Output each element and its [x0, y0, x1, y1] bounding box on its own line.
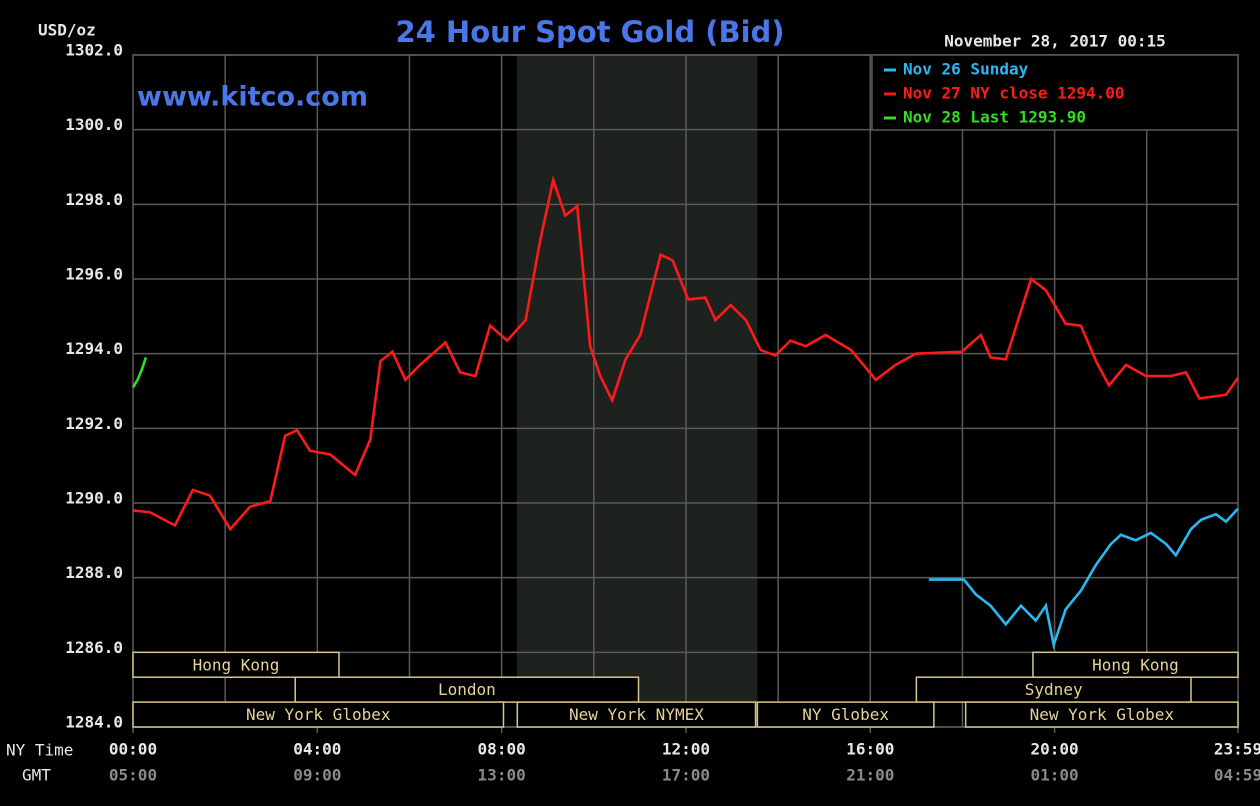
legend-entry: Nov 27 NY close 1294.00	[903, 84, 1125, 103]
x-tick-label: 08:00	[478, 740, 526, 759]
x2-tick-label: 09:00	[293, 766, 341, 785]
x2-tick-label: 05:00	[109, 766, 157, 785]
chart-title: 24 Hour Spot Gold (Bid)	[395, 15, 784, 49]
session-label: Hong Kong	[1092, 655, 1179, 674]
session-label: NY Globex	[802, 705, 889, 724]
x-tick-label: 04:00	[293, 740, 341, 759]
session-box	[132, 651, 340, 678]
session-box	[294, 676, 640, 703]
timestamp: November 28, 2017 00:15	[944, 32, 1166, 51]
legend-entry: Nov 28 Last 1293.90	[903, 108, 1086, 127]
y-tick-label: 1284.0	[65, 713, 123, 732]
session-label: London	[438, 680, 496, 699]
price-line	[131, 356, 148, 388]
session-box	[756, 701, 935, 728]
session-label: New York Globex	[246, 705, 391, 724]
x-tick-label: 16:00	[846, 740, 894, 759]
x-tick-label: 12:00	[662, 740, 710, 759]
session-box	[132, 701, 505, 728]
x-axis-label: NY Time	[6, 741, 73, 760]
x2-tick-label: 13:00	[478, 766, 526, 785]
y-axis-label: USD/oz	[38, 21, 96, 40]
price-line	[132, 175, 1240, 532]
legend-box	[871, 54, 1239, 131]
session-label: New York NYMEX	[569, 705, 704, 724]
y-tick-label: 1302.0	[65, 41, 123, 60]
y-tick-label: 1296.0	[65, 265, 123, 284]
x-tick-label: 23:59	[1214, 740, 1260, 759]
x2-tick-label: 17:00	[662, 766, 710, 785]
y-tick-label: 1294.0	[65, 339, 123, 358]
session-box	[516, 701, 757, 728]
session-label: Hong Kong	[193, 655, 280, 674]
y-tick-label: 1288.0	[65, 563, 123, 582]
price-line	[928, 507, 1239, 650]
session-box	[964, 701, 1239, 728]
session-label: Sydney	[1025, 680, 1083, 699]
x-tick-label: 00:00	[109, 740, 157, 759]
y-tick-label: 1300.0	[65, 115, 123, 134]
y-tick-label: 1286.0	[65, 638, 123, 657]
watermark: www.kitco.com	[137, 82, 368, 113]
x2-tick-label: 21:00	[846, 766, 894, 785]
y-tick-label: 1298.0	[65, 190, 123, 209]
x2-tick-label: 04:59	[1214, 766, 1260, 785]
x2-tick-label: 01:00	[1031, 766, 1079, 785]
y-tick-label: 1292.0	[65, 414, 123, 433]
x2-axis-label: GMT	[22, 766, 51, 785]
highlight-band	[516, 55, 758, 727]
y-tick-label: 1290.0	[65, 489, 123, 508]
x-tick-label: 20:00	[1031, 740, 1079, 759]
session-label: New York Globex	[1030, 705, 1175, 724]
legend-entry: Nov 26 Sunday	[903, 60, 1029, 79]
